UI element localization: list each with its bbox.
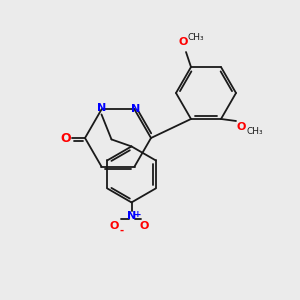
- Text: N: N: [97, 103, 106, 113]
- Text: -: -: [119, 225, 124, 236]
- Text: +: +: [134, 210, 141, 219]
- Text: O: O: [110, 221, 119, 231]
- Text: O: O: [140, 221, 149, 231]
- Text: O: O: [178, 37, 188, 47]
- Text: CH₃: CH₃: [188, 32, 204, 41]
- Text: N: N: [131, 104, 140, 114]
- Text: CH₃: CH₃: [247, 128, 263, 136]
- Text: O: O: [61, 131, 71, 145]
- Text: O: O: [236, 122, 246, 132]
- Text: N: N: [127, 212, 136, 221]
